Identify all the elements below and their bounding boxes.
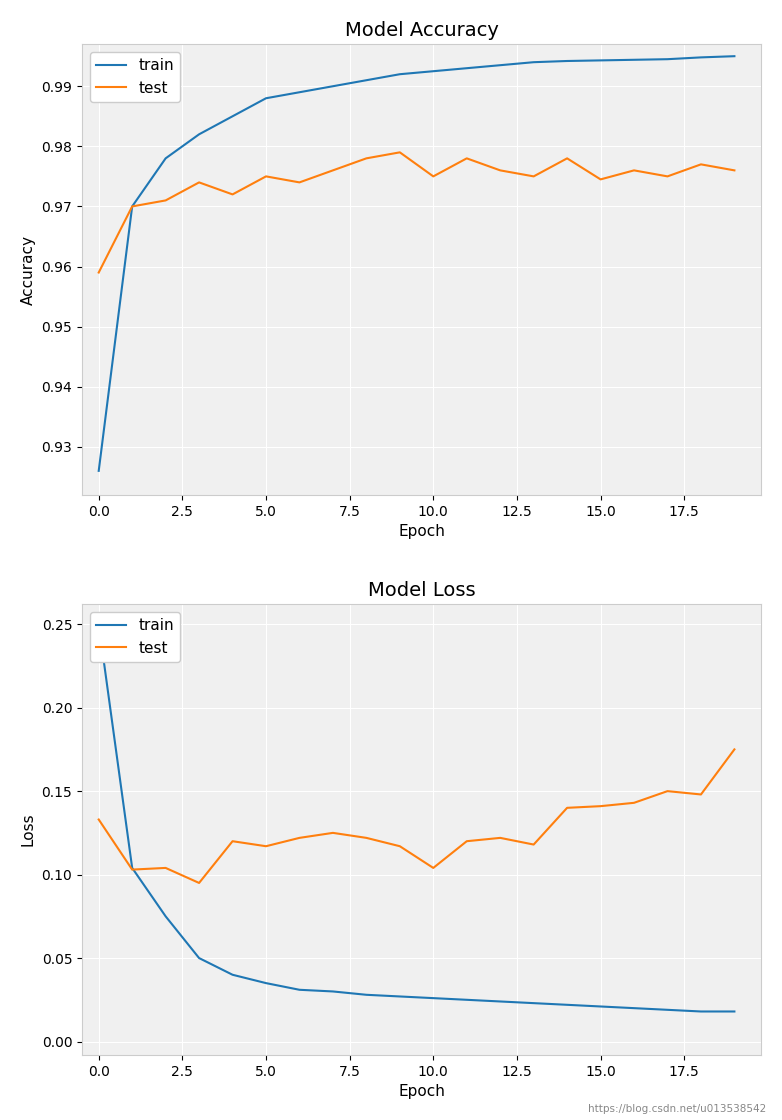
- train: [295, 983, 304, 997]
- train: [362, 74, 371, 87]
- train: [529, 997, 538, 1010]
- train: [562, 54, 572, 67]
- train: [429, 65, 438, 78]
- train: [496, 58, 505, 72]
- train: [328, 984, 338, 998]
- test: [429, 169, 438, 183]
- test: [496, 164, 505, 177]
- train: [663, 1004, 673, 1017]
- train: [228, 110, 237, 123]
- Line: train: train: [99, 56, 734, 470]
- train: [395, 990, 404, 1004]
- train: [696, 50, 705, 64]
- train: [529, 56, 538, 69]
- test: [696, 158, 705, 171]
- Title: Model Loss: Model Loss: [368, 581, 475, 600]
- test: [228, 188, 237, 202]
- train: [462, 62, 472, 75]
- train: [362, 988, 371, 1001]
- test: [195, 176, 204, 189]
- train: [663, 53, 673, 66]
- Y-axis label: Loss: Loss: [21, 813, 36, 847]
- train: [94, 617, 103, 631]
- train: [630, 1001, 639, 1015]
- test: [462, 151, 472, 165]
- Legend: train, test: train, test: [90, 612, 180, 662]
- train: [696, 1005, 705, 1018]
- test: [295, 176, 304, 189]
- test: [127, 199, 137, 213]
- test: [94, 813, 103, 827]
- test: [596, 800, 605, 813]
- train: [596, 54, 605, 67]
- X-axis label: Epoch: Epoch: [398, 1084, 445, 1099]
- test: [161, 194, 170, 207]
- train: [228, 968, 237, 981]
- train: [328, 80, 338, 93]
- train: [395, 67, 404, 81]
- test: [730, 743, 739, 756]
- test: [496, 831, 505, 844]
- test: [261, 840, 271, 853]
- train: [161, 909, 170, 923]
- test: [696, 787, 705, 801]
- train: [496, 995, 505, 1008]
- test: [328, 827, 338, 840]
- test: [429, 861, 438, 875]
- test: [395, 840, 404, 853]
- test: [127, 862, 137, 876]
- test: [94, 265, 103, 279]
- test: [663, 784, 673, 797]
- X-axis label: Epoch: Epoch: [398, 524, 445, 539]
- test: [529, 169, 538, 183]
- test: [195, 876, 204, 889]
- test: [562, 151, 572, 165]
- train: [630, 53, 639, 66]
- Line: test: test: [99, 749, 734, 883]
- test: [596, 172, 605, 186]
- train: [562, 998, 572, 1011]
- test: [362, 151, 371, 165]
- test: [529, 838, 538, 851]
- train: [429, 991, 438, 1005]
- train: [127, 861, 137, 875]
- train: [127, 199, 137, 213]
- Line: train: train: [99, 624, 734, 1011]
- test: [161, 861, 170, 875]
- train: [195, 128, 204, 141]
- train: [261, 92, 271, 105]
- test: [462, 834, 472, 848]
- train: [462, 993, 472, 1007]
- test: [261, 169, 271, 183]
- test: [630, 164, 639, 177]
- train: [596, 1000, 605, 1014]
- test: [328, 164, 338, 177]
- Title: Model Accuracy: Model Accuracy: [345, 21, 498, 40]
- train: [295, 85, 304, 99]
- Y-axis label: Accuracy: Accuracy: [21, 234, 36, 305]
- train: [161, 151, 170, 165]
- train: [730, 1005, 739, 1018]
- test: [395, 146, 404, 159]
- test: [663, 169, 673, 183]
- train: [94, 464, 103, 477]
- Text: https://blog.csdn.net/u013538542: https://blog.csdn.net/u013538542: [588, 1104, 766, 1114]
- test: [630, 796, 639, 810]
- train: [195, 951, 204, 964]
- test: [228, 834, 237, 848]
- Legend: train, test: train, test: [90, 52, 180, 102]
- test: [730, 164, 739, 177]
- Line: test: test: [99, 152, 734, 272]
- test: [362, 831, 371, 844]
- test: [295, 831, 304, 844]
- test: [562, 801, 572, 814]
- train: [730, 49, 739, 63]
- train: [261, 977, 271, 990]
